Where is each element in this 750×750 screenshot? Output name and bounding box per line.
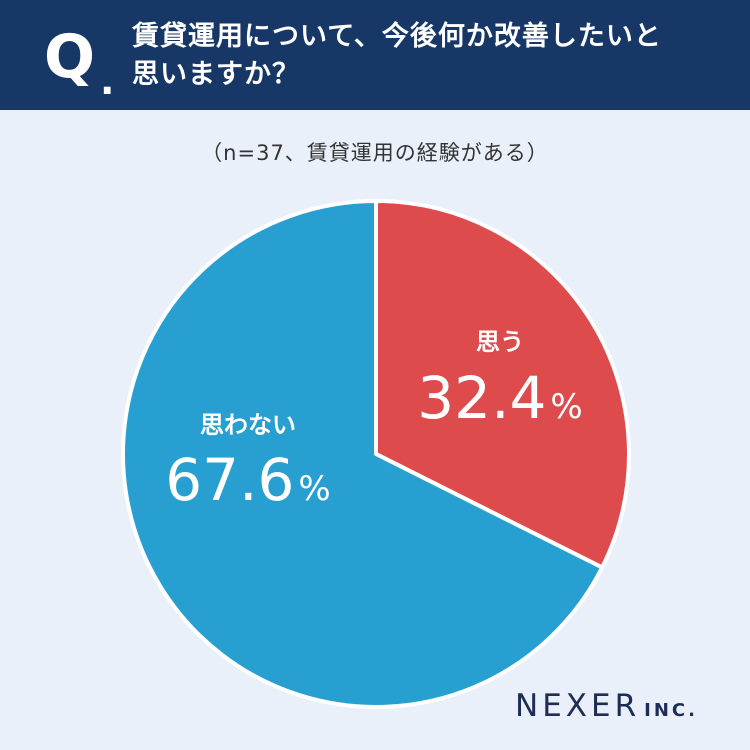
- q-mark-icon: Q .: [44, 22, 114, 100]
- slice-value-0: 32.4%: [417, 364, 582, 432]
- question-line-2: 思いますか？: [132, 59, 300, 90]
- slice-label-0: 思う: [476, 328, 524, 356]
- question-line-1: 賃貸運用について、今後何か改善したいと: [132, 21, 662, 52]
- slice-value-1: 67.6%: [165, 446, 330, 514]
- q-dot: .: [100, 59, 115, 103]
- pie-slice-1: [121, 199, 605, 709]
- logo-sub-text: INC.: [644, 700, 698, 721]
- q-letter: Q: [44, 22, 96, 92]
- nexer-logo: NEXER INC.: [515, 688, 698, 728]
- logo-main-text: NEXER: [515, 688, 641, 724]
- chart-subtitle: （n=37、賃貸運用の経験がある）: [201, 141, 549, 165]
- pie-slice-0: [374, 199, 631, 570]
- slice-label-1: 思わない: [200, 411, 296, 439]
- question-text: 賃貸運用について、今後何か改善したいと 思いますか？: [132, 18, 732, 94]
- question-header: Q . 賃貸運用について、今後何か改善したいと 思いますか？: [0, 0, 750, 110]
